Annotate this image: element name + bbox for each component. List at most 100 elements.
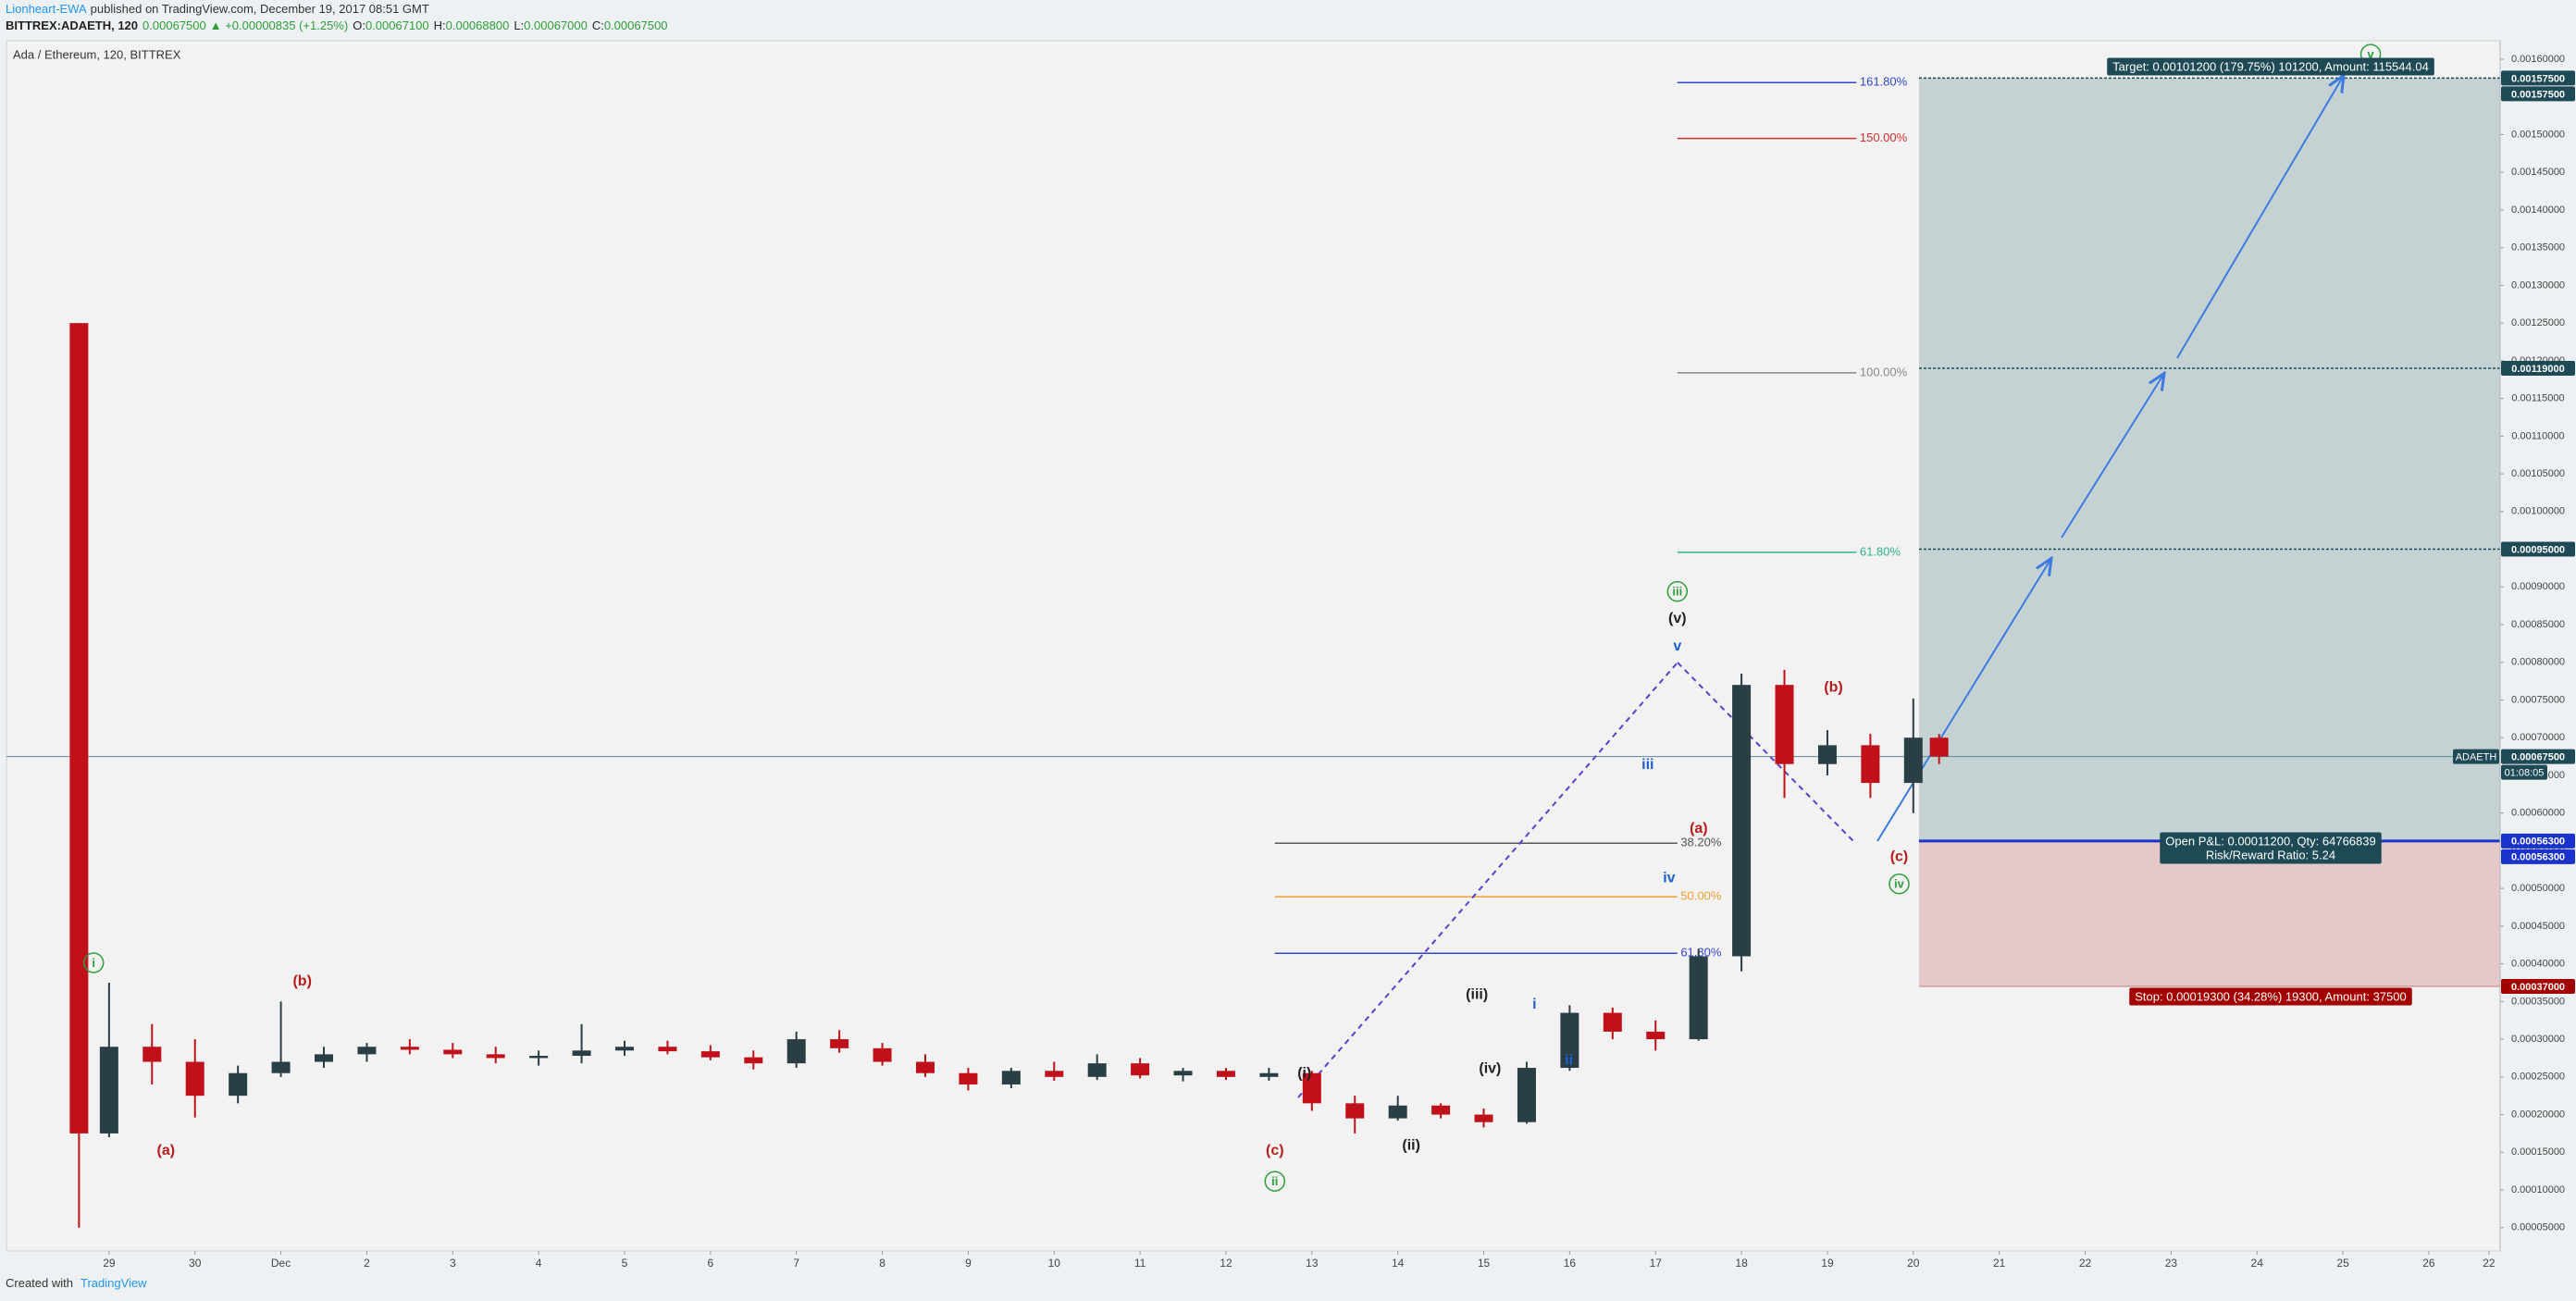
candle-body <box>315 1054 334 1062</box>
wave-label: v <box>1673 638 1681 654</box>
candle-body <box>700 1051 720 1058</box>
author[interactable]: Lionheart-EWA <box>6 2 87 16</box>
wave-label: (a) <box>157 1143 176 1159</box>
countdown: 01:08:05 <box>2505 767 2545 778</box>
candle-body <box>1045 1071 1064 1077</box>
candle-body <box>1929 737 1949 757</box>
y-tick-label: 0.00075000 <box>2511 694 2565 705</box>
y-tick-label: 0.00085000 <box>2511 619 2565 630</box>
wave-label: (v) <box>1668 611 1687 626</box>
ohlc-value: 0.00068800 <box>446 19 510 32</box>
x-tick-label: 19 <box>1821 1257 1834 1270</box>
candle-body <box>1732 685 1752 957</box>
x-tick-label: 20 <box>1907 1257 1920 1270</box>
price-tag-label: 0.00056300 <box>2511 852 2565 863</box>
fib-label: 100.00% <box>1860 365 1908 378</box>
wave-circle <box>1264 1171 1286 1192</box>
y-tick-label: 0.00050000 <box>2511 883 2565 894</box>
candle-body <box>873 1047 892 1062</box>
candle-body <box>486 1054 505 1059</box>
candle-body <box>1216 1071 1235 1077</box>
candle-body <box>1345 1103 1365 1119</box>
candle-body <box>915 1061 935 1073</box>
price-tag <box>2501 361 2575 377</box>
x-tick-label: 24 <box>2251 1257 2264 1270</box>
candle-body <box>1302 1072 1321 1104</box>
countdown-tag <box>2501 764 2547 780</box>
fib-label: 61.80% <box>1860 544 1901 558</box>
stop-label: Stop: 0.00019300 (34.28%) 19300, Amount:… <box>2135 989 2406 1003</box>
y-tick-label: 0.00135000 <box>2511 242 2565 254</box>
price-tag-label: 0.00067500 <box>2511 751 2565 762</box>
wave-label: (iii) <box>1466 986 1488 1002</box>
x-tick-label: 18 <box>1735 1257 1748 1270</box>
rr-label: Risk/Reward Ratio: 5.24 <box>2206 848 2335 861</box>
candle-body <box>1903 737 1923 784</box>
x-tick-label: 2 <box>364 1257 370 1270</box>
candle-body <box>1173 1071 1193 1076</box>
price-tag-label: 0.00157500 <box>2511 73 2565 84</box>
wave-label: iii <box>1641 757 1653 773</box>
wave-label: iv <box>1663 870 1675 886</box>
wave-label: (b) <box>292 973 311 989</box>
x-tick-label: 9 <box>965 1257 972 1270</box>
x-tick-label: 23 <box>2165 1257 2178 1270</box>
price-tag <box>2501 833 2575 849</box>
candle-body <box>572 1050 591 1057</box>
candle-body <box>1131 1063 1150 1076</box>
x-tick-label: 14 <box>1392 1257 1405 1270</box>
dashed-trend <box>1677 662 1854 842</box>
wave-label: ii <box>1565 1052 1573 1068</box>
wave-label: (iv) <box>1479 1060 1501 1076</box>
y-tick-label: 0.00035000 <box>2511 996 2565 1007</box>
y-tick-label: 0.00140000 <box>2511 204 2565 216</box>
y-tick-label: 0.00005000 <box>2511 1222 2565 1233</box>
x-tick-label: 29 <box>103 1257 116 1270</box>
loss-zone <box>1919 840 2500 987</box>
fib-label: 38.20% <box>1680 836 1722 849</box>
y-tick-label: 0.00030000 <box>2511 1034 2565 1045</box>
x-tick-label: 17 <box>1650 1257 1663 1270</box>
wave-label: ii <box>1271 1174 1278 1188</box>
fib-label: 50.00% <box>1680 889 1722 903</box>
brand-link[interactable]: TradingView <box>80 1276 147 1290</box>
price-tag <box>2501 70 2575 86</box>
label-box <box>2129 987 2412 1006</box>
wave-label: (c) <box>1266 1143 1284 1159</box>
pnl-label: Open P&L: 0.00011200, Qty: 64766839 <box>2165 834 2375 848</box>
projection-arrow <box>2061 375 2163 539</box>
ohlc-key: L: <box>514 19 524 32</box>
y-tick-label: 0.00130000 <box>2511 279 2565 291</box>
candle-body <box>1388 1105 1407 1119</box>
wave-label: i <box>1532 997 1536 1012</box>
candle-body <box>1001 1071 1021 1084</box>
candle-body <box>1603 1012 1622 1032</box>
candle-body <box>142 1047 162 1062</box>
ohlc-value: 0.00067100 <box>365 19 429 32</box>
candle-body <box>658 1047 677 1052</box>
y-tick-label: 0.00090000 <box>2511 581 2565 592</box>
candle-body <box>959 1072 978 1084</box>
target-label: Target: 0.00101200 (179.75%) 101200, Amo… <box>2112 59 2429 73</box>
drawings-layer: 38.20% 50.00% 61.80% 61.80% 100.00% 150.00% 16… <box>6 75 2500 987</box>
y-tick-label: 0.00045000 <box>2511 921 2565 932</box>
trend-lines <box>1297 77 2343 1098</box>
y-tick-label: 0.00150000 <box>2511 129 2565 140</box>
candle-body <box>1646 1031 1666 1040</box>
wave-label: (c) <box>1890 849 1909 864</box>
symbol-line: BITTREX:ADAETH, 120 0.00067500 ▲ +0.000008… <box>6 19 668 32</box>
profit-zone <box>1919 78 2500 841</box>
y-tick-label: 0.00010000 <box>2511 1184 2565 1196</box>
candle-body <box>1087 1063 1107 1077</box>
x-tick-label: 4 <box>536 1257 542 1270</box>
wave-label: (a) <box>1690 821 1708 836</box>
candle-body <box>99 1047 118 1134</box>
x-tick-label: 21 <box>1993 1257 2006 1270</box>
y-tick-label: 0.00080000 <box>2511 657 2565 668</box>
label-box <box>2107 57 2434 76</box>
candle-body <box>744 1057 763 1064</box>
header-line: Lionheart-EWA published on TradingView.co… <box>6 2 429 16</box>
fib-label: 61.80% <box>1680 946 1722 960</box>
